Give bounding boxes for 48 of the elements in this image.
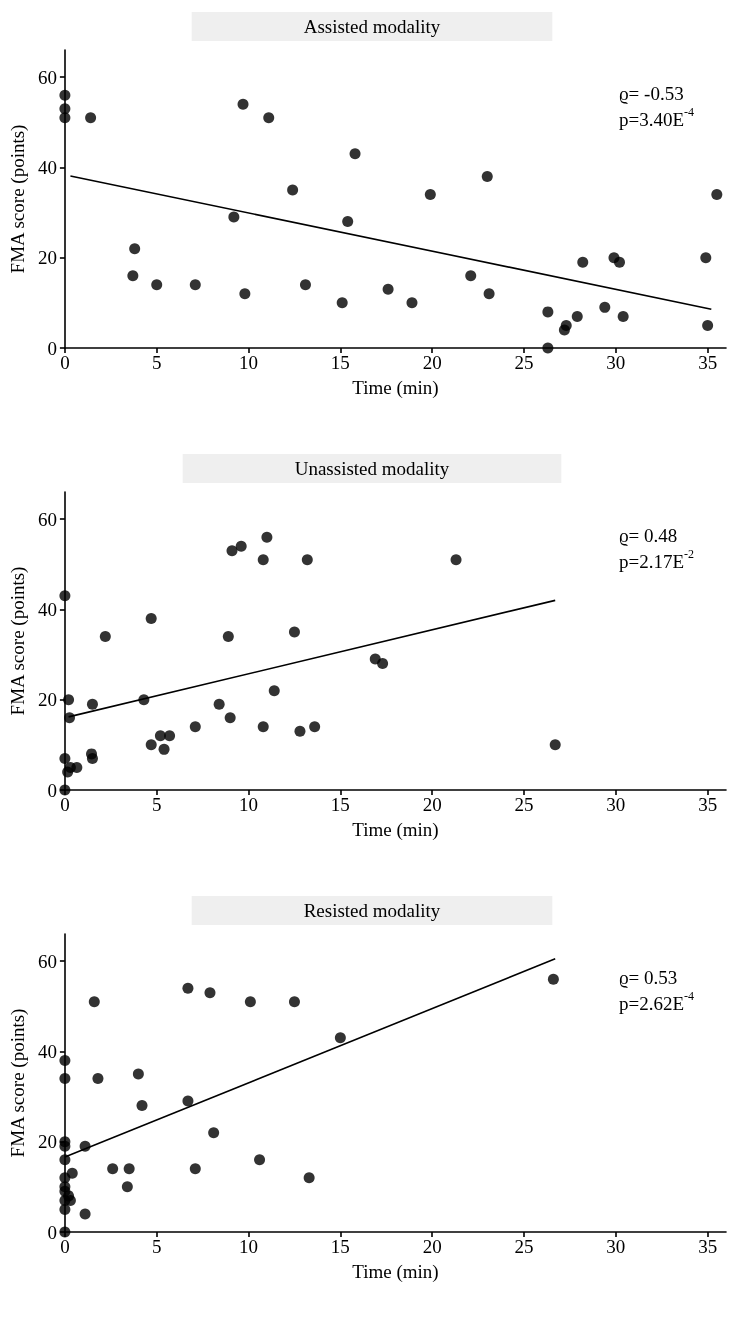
y-axis-title: FMA score (points): [7, 566, 29, 716]
y-tick-label: 0: [47, 337, 57, 359]
y-tick-label: 60: [37, 508, 57, 530]
y-tick-label: 0: [47, 1221, 57, 1243]
x-tick-label: 0: [60, 794, 70, 815]
chart-title: Assisted modality: [303, 16, 441, 37]
x-tick-label: 30: [606, 794, 626, 815]
x-tick-label: 25: [514, 794, 534, 815]
x-tick-label: 15: [330, 352, 350, 373]
x-tick-label: 0: [60, 352, 70, 373]
y-tick-label: 60: [37, 950, 57, 972]
x-axis-title: Time (min): [352, 819, 439, 841]
y-axis-title: FMA score (points): [7, 1008, 29, 1158]
x-tick-label: 35: [698, 352, 718, 373]
y-tick-label: 0: [47, 779, 57, 801]
x-tick-label: 35: [698, 1236, 718, 1257]
chart-title: Unassisted modality: [294, 458, 450, 479]
x-tick-label: 10: [239, 1236, 259, 1257]
annotation: ϱ= 0.53: [618, 966, 678, 988]
x-tick-label: 15: [330, 794, 350, 815]
y-tick-label: 20: [37, 247, 57, 269]
chart-title: Resisted modality: [303, 900, 441, 921]
x-tick-label: 0: [60, 1236, 70, 1257]
x-tick-label: 20: [422, 794, 442, 815]
y-tick-label: 60: [37, 66, 57, 88]
x-tick-label: 20: [422, 352, 442, 373]
y-tick-label: 20: [37, 1131, 57, 1153]
x-tick-label: 30: [606, 1236, 626, 1257]
x-tick-label: 5: [151, 352, 162, 373]
x-tick-label: 20: [422, 1236, 442, 1257]
x-tick-label: 35: [698, 794, 718, 815]
annotation: ϱ= -0.53: [618, 82, 684, 104]
x-tick-label: 10: [239, 794, 259, 815]
x-tick-label: 5: [151, 1236, 162, 1257]
y-axis-title: FMA score (points): [7, 124, 29, 274]
x-tick-label: 25: [514, 352, 534, 373]
y-tick-label: 40: [37, 1040, 57, 1062]
x-tick-label: 10: [239, 352, 259, 373]
x-tick-label: 30: [606, 352, 626, 373]
x-axis-title: Time (min): [352, 1261, 439, 1283]
x-tick-label: 25: [514, 1236, 534, 1257]
y-tick-label: 40: [37, 598, 57, 620]
y-tick-label: 20: [37, 689, 57, 711]
x-tick-label: 15: [330, 1236, 350, 1257]
x-tick-label: 5: [151, 794, 162, 815]
y-tick-label: 40: [37, 156, 57, 178]
annotation: ϱ= 0.48: [618, 524, 678, 546]
x-axis-title: Time (min): [352, 377, 439, 399]
